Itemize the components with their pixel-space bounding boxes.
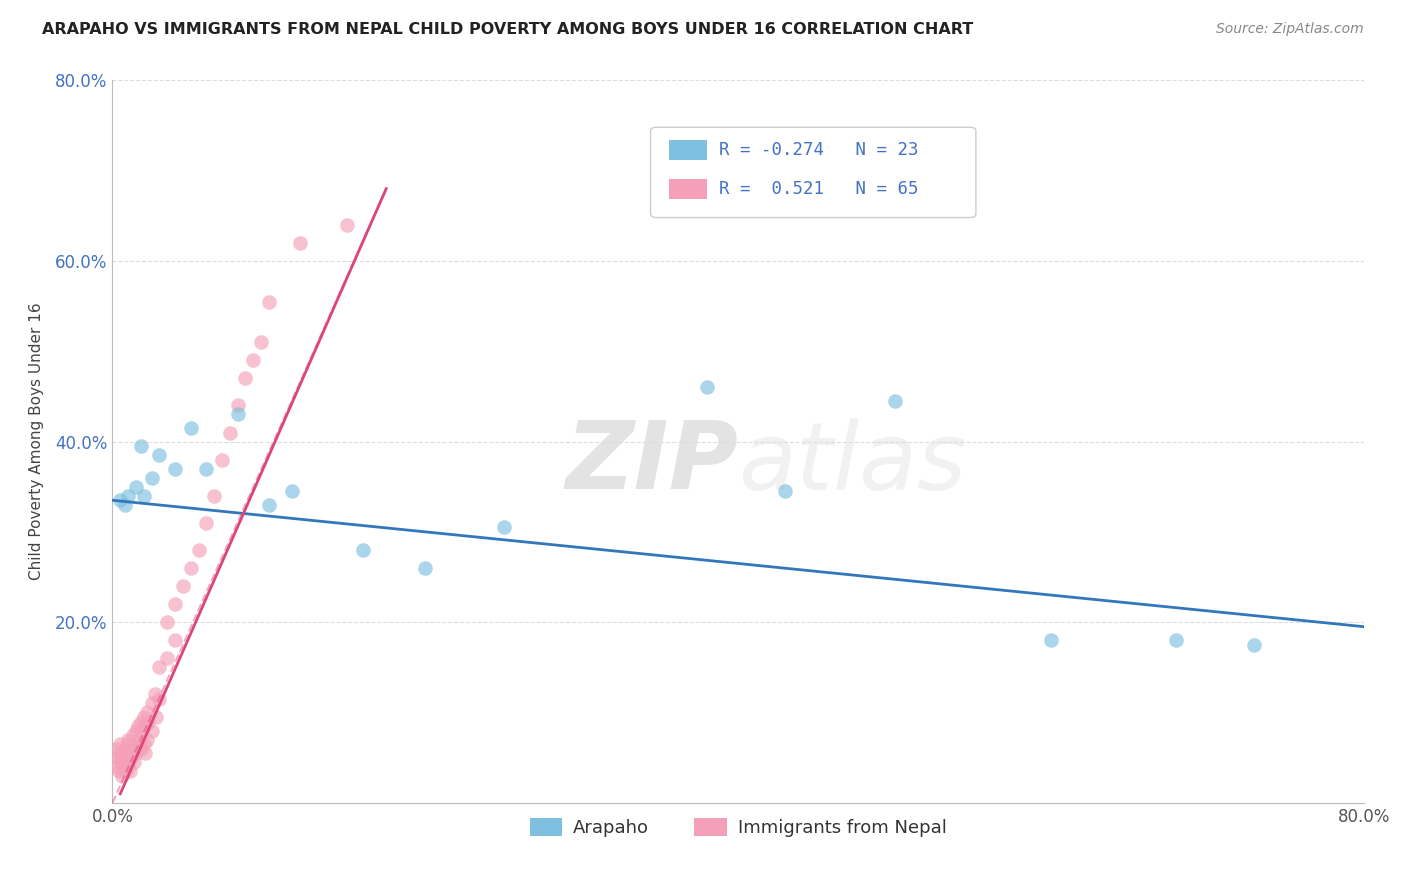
Point <box>352 542 374 557</box>
Point <box>156 651 179 665</box>
Point <box>127 737 149 751</box>
Point <box>125 723 148 738</box>
Point <box>115 755 138 769</box>
Point <box>117 489 139 503</box>
Point <box>773 484 796 499</box>
Point <box>129 741 152 756</box>
Point <box>125 746 148 760</box>
Point <box>148 692 170 706</box>
Point <box>112 760 135 774</box>
Point <box>110 493 132 508</box>
Point <box>135 732 157 747</box>
Point <box>134 719 156 733</box>
Point <box>172 579 194 593</box>
Point <box>118 746 141 760</box>
Point <box>127 719 149 733</box>
Point <box>105 750 128 764</box>
Point <box>202 489 225 503</box>
Point <box>156 615 179 630</box>
Point <box>187 542 209 557</box>
Point <box>129 439 152 453</box>
Point <box>696 380 718 394</box>
Point <box>1243 638 1265 652</box>
Point <box>111 750 134 764</box>
Bar <box>669 139 707 160</box>
Point <box>163 461 186 475</box>
Point <box>124 755 146 769</box>
Point <box>115 737 138 751</box>
FancyBboxPatch shape <box>651 128 976 218</box>
Bar <box>669 179 707 200</box>
Point <box>114 498 136 512</box>
Point <box>180 561 202 575</box>
Point <box>125 480 148 494</box>
Point <box>226 398 249 412</box>
Point <box>415 561 437 575</box>
Point <box>104 741 127 756</box>
Point <box>138 714 160 729</box>
Point <box>143 687 166 701</box>
Point <box>235 371 257 385</box>
Point <box>111 769 134 783</box>
Point <box>195 516 218 530</box>
Point <box>492 520 515 534</box>
Point <box>120 750 142 764</box>
Point <box>1039 633 1063 648</box>
Point <box>163 633 186 648</box>
Point <box>129 714 152 729</box>
Point <box>1166 633 1188 648</box>
Point <box>226 408 249 422</box>
Point <box>290 235 312 250</box>
Point <box>141 723 163 738</box>
Text: Source: ZipAtlas.com: Source: ZipAtlas.com <box>1216 22 1364 37</box>
Point <box>117 760 139 774</box>
Point <box>128 732 150 747</box>
Point <box>148 448 170 462</box>
Text: R = -0.274   N = 23: R = -0.274 N = 23 <box>720 141 920 159</box>
Point <box>145 710 167 724</box>
Point <box>117 732 139 747</box>
Point <box>257 294 280 309</box>
Point <box>195 461 218 475</box>
Point <box>242 353 264 368</box>
Text: ARAPAHO VS IMMIGRANTS FROM NEPAL CHILD POVERTY AMONG BOYS UNDER 16 CORRELATION C: ARAPAHO VS IMMIGRANTS FROM NEPAL CHILD P… <box>42 22 973 37</box>
Point <box>218 425 240 440</box>
Point <box>135 706 157 720</box>
Point <box>148 660 170 674</box>
Text: atlas: atlas <box>738 417 966 508</box>
Point <box>120 737 142 751</box>
Point <box>257 498 280 512</box>
Point <box>121 746 143 760</box>
Point <box>163 597 186 611</box>
Point <box>211 452 233 467</box>
Point <box>121 728 143 742</box>
Point <box>134 746 156 760</box>
Point <box>112 746 135 760</box>
Point <box>141 697 163 711</box>
Point <box>124 741 146 756</box>
Point <box>118 764 141 779</box>
Legend: Arapaho, Immigrants from Nepal: Arapaho, Immigrants from Nepal <box>523 811 953 845</box>
Point <box>141 471 163 485</box>
Point <box>180 421 202 435</box>
Point <box>107 746 129 760</box>
Point <box>110 755 132 769</box>
Point <box>250 335 273 350</box>
Point <box>117 741 139 756</box>
Y-axis label: Child Poverty Among Boys Under 16: Child Poverty Among Boys Under 16 <box>30 302 44 581</box>
Point <box>336 218 359 232</box>
Point <box>107 764 129 779</box>
Point <box>132 710 155 724</box>
Point <box>132 489 155 503</box>
Text: ZIP: ZIP <box>565 417 738 509</box>
Point <box>105 760 128 774</box>
Point <box>114 764 136 779</box>
Point <box>110 737 132 751</box>
Point <box>281 484 304 499</box>
Point <box>114 741 136 756</box>
Point <box>131 723 153 738</box>
Point <box>883 393 905 408</box>
Point <box>132 737 155 751</box>
Text: R =  0.521   N = 65: R = 0.521 N = 65 <box>720 180 920 198</box>
